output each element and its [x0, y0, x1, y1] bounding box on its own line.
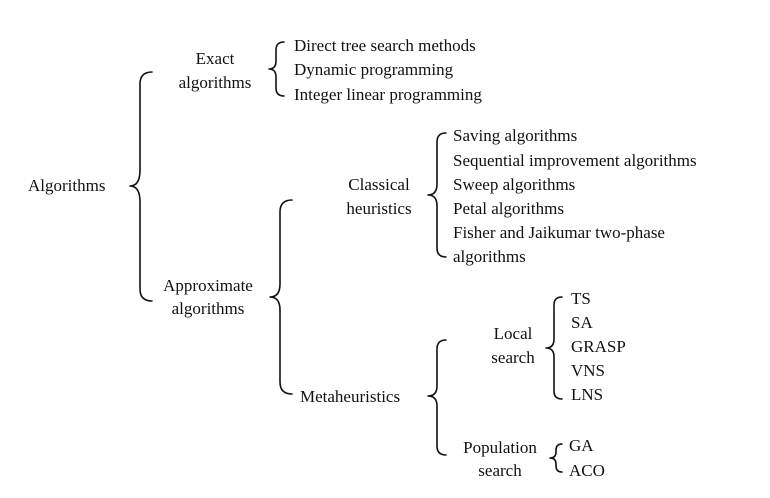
root-label: Algorithms	[28, 176, 106, 195]
brace-metaheuristics	[427, 339, 447, 456]
exact-item: Integer linear programming	[294, 85, 482, 104]
local-search-label-line-2: search	[491, 348, 535, 367]
classical-item: Saving algorithms	[453, 126, 578, 145]
exact-label-line-1: Exact	[195, 49, 235, 68]
brace-approximate	[269, 199, 293, 395]
local-search-item: GRASP	[571, 337, 626, 356]
classical-item: Fisher and Jaikumar two-phase	[453, 223, 665, 242]
brace-exact	[268, 41, 285, 97]
brace-root	[129, 71, 153, 302]
classical-item: Petal algorithms	[453, 199, 564, 218]
brace-population-search	[549, 443, 563, 473]
local-search-item: VNS	[571, 361, 606, 380]
classical-item: Sweep algorithms	[453, 175, 576, 194]
local-search-label-line-1: Local	[493, 324, 533, 343]
population-search-label-line-1: Population	[463, 438, 537, 457]
classical-item: Sequential improvement algorithms	[453, 151, 697, 170]
approximate-label-line-2: algorithms	[171, 299, 245, 318]
population-search-item: ACO	[569, 461, 605, 480]
exact-item: Direct tree search methods	[294, 36, 476, 55]
classical-item: algorithms	[453, 247, 526, 266]
classical-label-line-1: Classical	[348, 175, 410, 194]
classical-label-line-2: heuristics	[346, 199, 412, 218]
approximate-label-line-1: Approximate	[163, 276, 253, 295]
local-search-item: LNS	[571, 385, 604, 404]
population-search-label-line-2: search	[478, 461, 522, 480]
brace-classical	[427, 132, 447, 258]
brace-local-search	[545, 296, 563, 400]
exact-label-line-2: algorithms	[178, 73, 252, 92]
local-search-item: SA	[571, 313, 593, 332]
population-search-item: GA	[569, 436, 594, 455]
exact-item: Dynamic programming	[294, 60, 454, 79]
local-search-item: TS	[571, 289, 591, 308]
metaheuristics-label: Metaheuristics	[300, 387, 401, 406]
